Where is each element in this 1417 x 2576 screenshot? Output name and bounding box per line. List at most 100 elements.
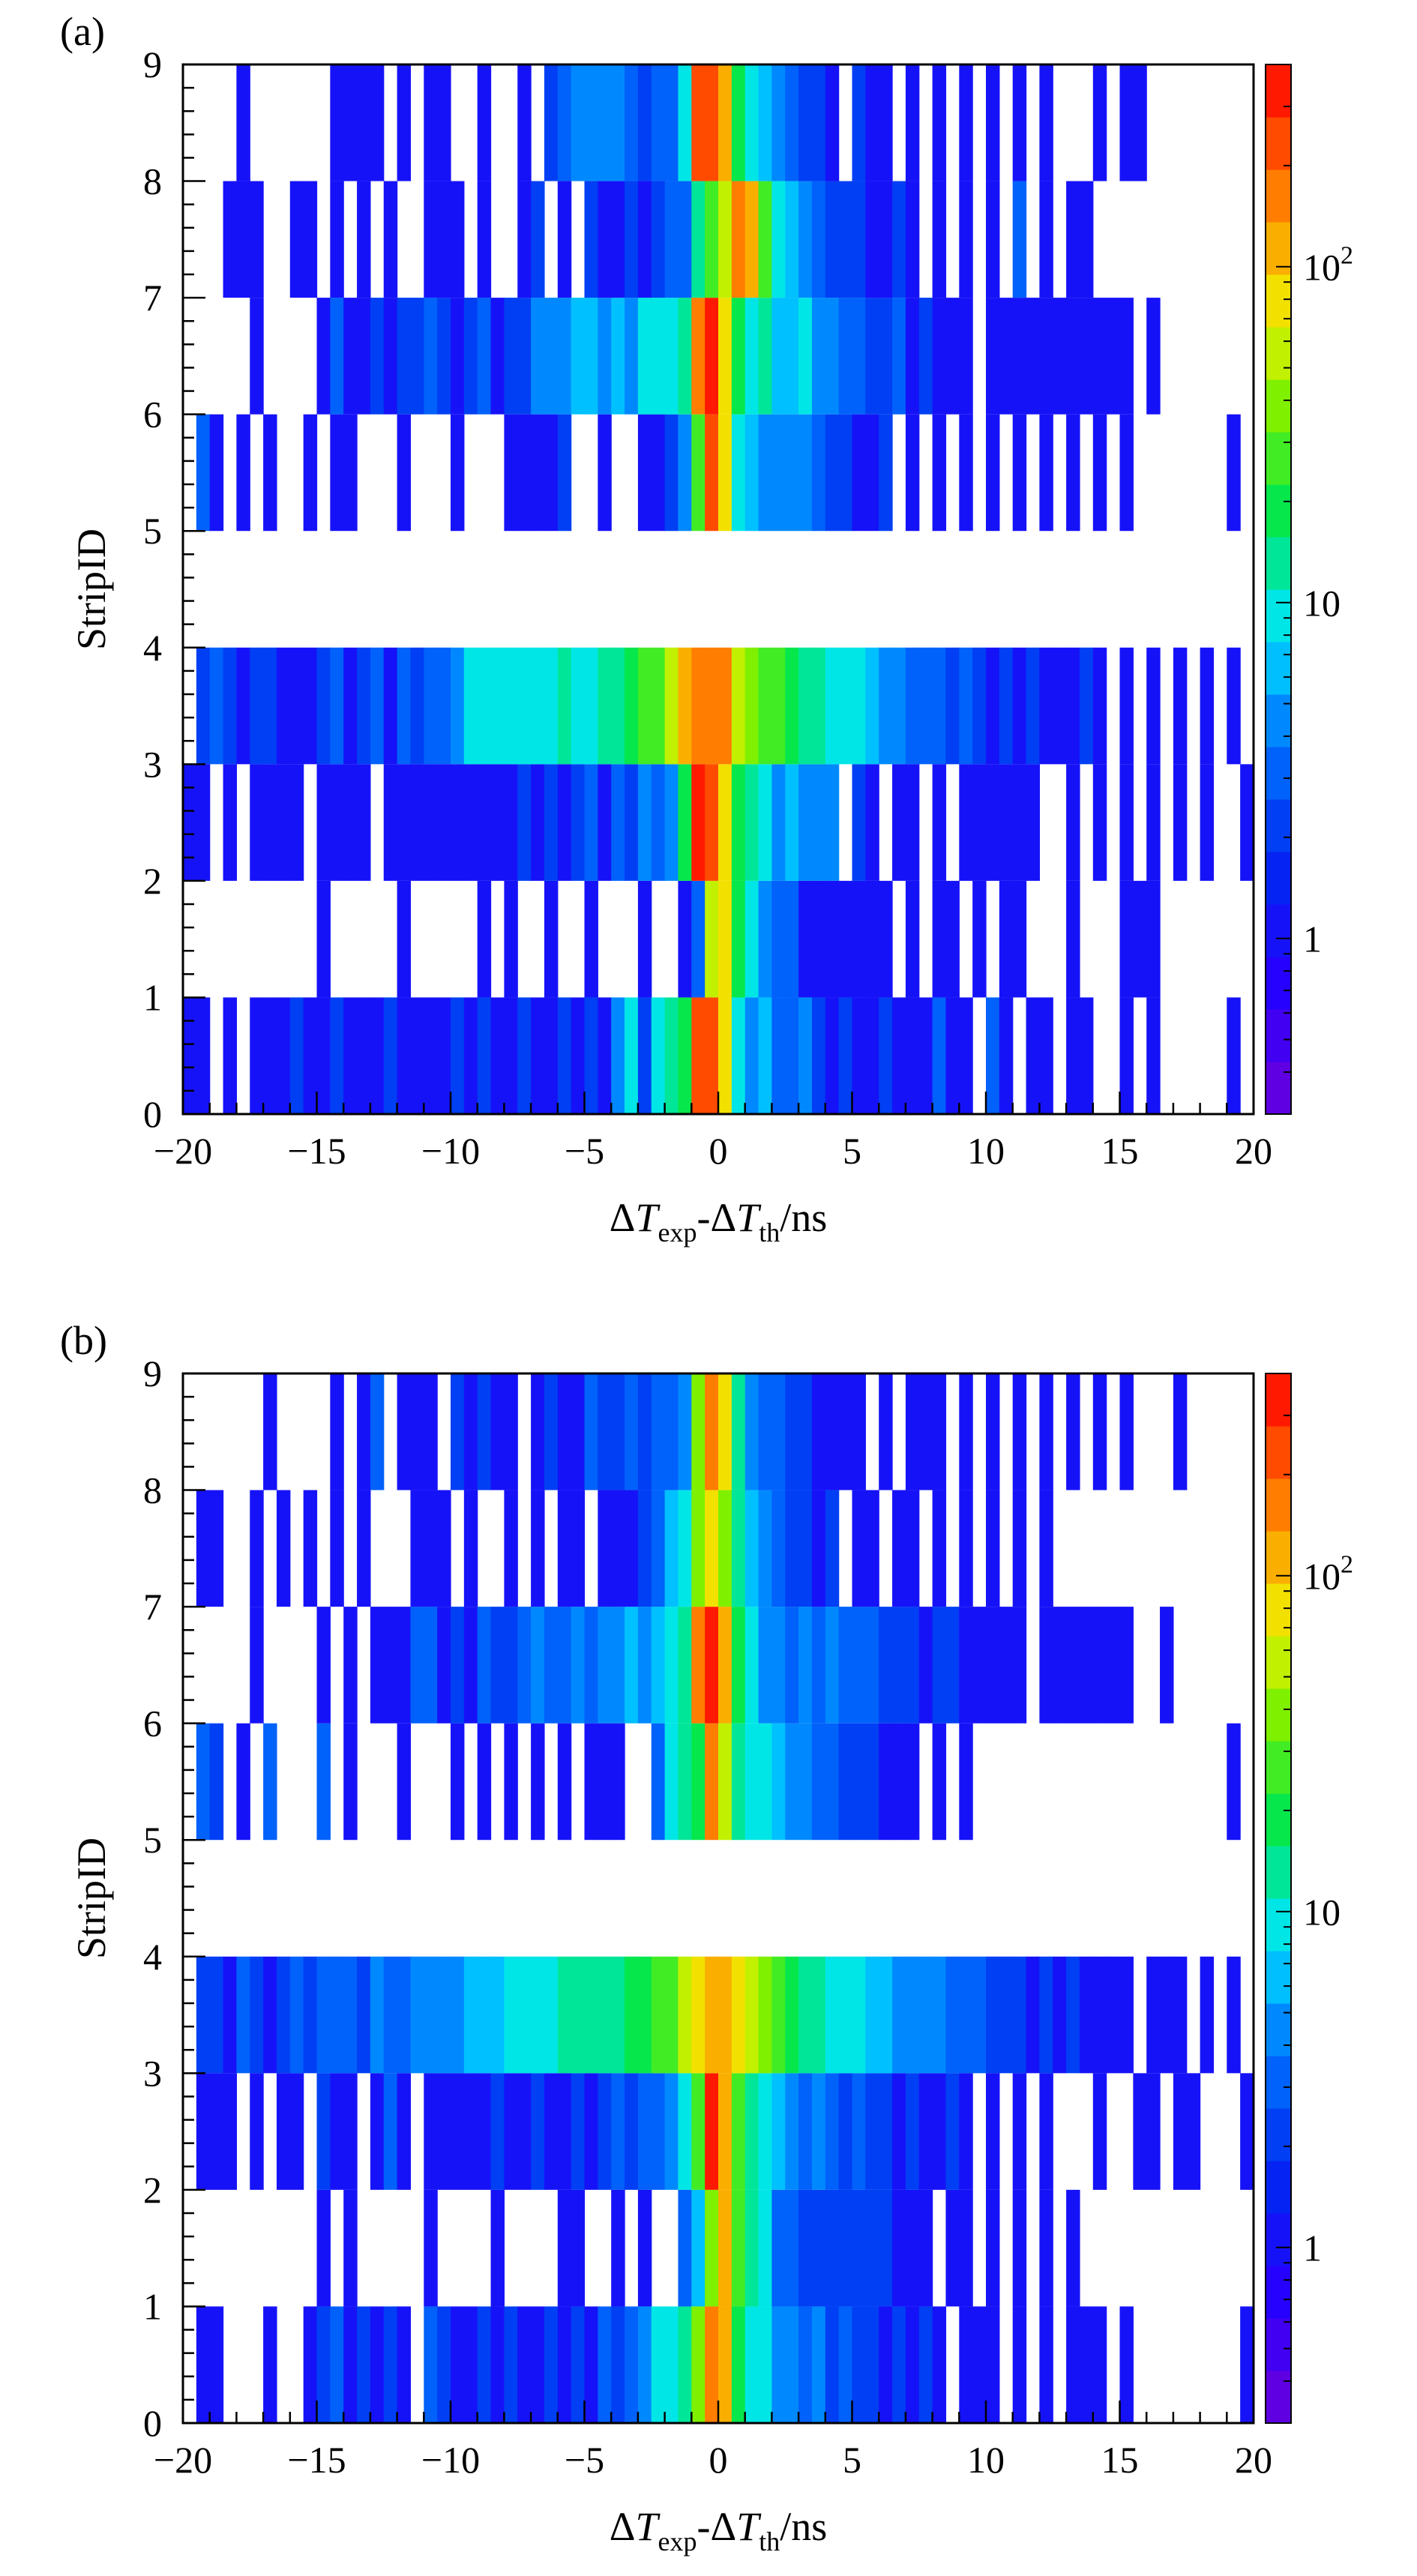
heatmap-cell <box>785 880 799 998</box>
heatmap-cell <box>758 64 772 181</box>
heatmap-cell <box>343 1723 358 1841</box>
heatmap-cell <box>865 2306 879 2423</box>
x-tick-label: −20 <box>154 2439 212 2481</box>
heatmap-cell <box>865 1723 879 1841</box>
heatmap-cell <box>758 1723 772 1841</box>
heatmap-cell <box>705 1373 719 1490</box>
heatmap-cell <box>463 2073 478 2190</box>
heatmap-cell <box>664 298 679 415</box>
colorbar-tick-base: 1 <box>1303 2227 1322 2269</box>
heatmap-cell <box>1106 1607 1121 1724</box>
heatmap-cell <box>263 414 277 532</box>
heatmap-cell <box>557 1956 572 2074</box>
heatmap-cell <box>691 880 706 998</box>
heatmap-cell <box>1066 880 1080 998</box>
heatmap-cell <box>571 64 586 181</box>
heatmap-cell <box>986 64 1000 181</box>
heatmap-cell <box>1119 880 1134 998</box>
heatmap-cell <box>1066 298 1080 415</box>
heatmap-cell <box>852 997 866 1114</box>
y-tick-label: 4 <box>143 1936 162 1978</box>
heatmap-cell <box>771 1607 786 1724</box>
heatmap-cell <box>838 414 853 532</box>
heatmap-cell <box>918 298 933 415</box>
heatmap-cell <box>330 298 344 415</box>
heatmap-cell <box>383 1607 398 1724</box>
heatmap-cell <box>437 2073 451 2190</box>
heatmap-cell <box>410 298 424 415</box>
heatmap-cell <box>557 64 572 181</box>
heatmap-cell <box>477 2073 492 2190</box>
heatmap-cell <box>959 64 973 181</box>
heatmap-cell <box>825 647 840 765</box>
heatmap-cell <box>905 2306 920 2423</box>
heatmap-cell <box>825 1607 840 1724</box>
heatmap-cell <box>223 997 237 1114</box>
y-tick-label: 9 <box>143 1352 162 1394</box>
heatmap-cell <box>664 764 679 881</box>
y-tick-label: 0 <box>143 1093 162 1135</box>
heatmap-cell <box>370 1607 385 1724</box>
heatmap-cell <box>731 880 746 998</box>
heatmap-cell <box>1106 1956 1121 2074</box>
heatmap-cell <box>477 764 492 881</box>
heatmap-cell <box>531 2073 545 2190</box>
heatmap-cell <box>986 181 1000 298</box>
colorbar-band <box>1266 957 1291 1010</box>
heatmap-cell <box>705 880 719 998</box>
heatmap-cell <box>289 997 304 1114</box>
heatmap-cell <box>598 997 612 1114</box>
colorbar-band <box>1266 694 1291 747</box>
heatmap-cell <box>1039 1607 1053 1724</box>
y-axis-label: StripID <box>69 529 114 650</box>
colorbar-band <box>1266 432 1291 485</box>
heatmap-cell <box>236 647 250 765</box>
heatmap-cell <box>905 1956 920 2074</box>
heatmap-cell <box>744 2189 759 2307</box>
heatmap-cell <box>557 298 572 415</box>
heatmap-cell <box>330 1490 344 1607</box>
heatmap-cell <box>343 997 358 1114</box>
heatmap-cell <box>531 1607 545 1724</box>
heatmap-cell <box>504 298 518 415</box>
heatmap-cell <box>598 1607 612 1724</box>
heatmap-cell <box>463 1373 478 1490</box>
colorbar-tick-base: 1 <box>1303 918 1322 960</box>
heatmap-cell <box>852 1490 866 1607</box>
x-label-dash: - <box>697 1195 710 1240</box>
heatmap-cell <box>424 64 438 181</box>
heatmap-cell <box>758 1956 772 2074</box>
colorbar-band <box>1266 117 1291 170</box>
heatmap-cell <box>598 414 612 532</box>
heatmap-cell <box>437 181 451 298</box>
heatmap-cell <box>852 647 866 765</box>
heatmap-cell <box>330 647 344 765</box>
heatmap-cell <box>959 1373 973 1490</box>
heatmap-cell <box>383 181 398 298</box>
heatmap-cell <box>705 1956 719 2074</box>
heatmap-cell <box>664 181 679 298</box>
heatmap-cell <box>731 181 746 298</box>
heatmap-cell <box>691 298 706 415</box>
heatmap-cell <box>744 647 759 765</box>
colorbar-tick-label: 102 <box>1303 242 1353 289</box>
heatmap-cell <box>1039 1373 1053 1490</box>
heatmap-cell <box>785 181 799 298</box>
heatmap-cell <box>691 414 706 532</box>
heatmap-cell <box>504 880 518 998</box>
heatmap-cell <box>504 647 518 765</box>
heatmap-cell <box>959 181 973 298</box>
colorbar-band <box>1266 1478 1291 1532</box>
heatmap-cell <box>718 647 732 765</box>
colorbar-tick-label: 1 <box>1303 2227 1322 2269</box>
heatmap-cell <box>1066 764 1080 881</box>
heatmap-cell <box>1092 2073 1107 2190</box>
heatmap-cell <box>986 764 1000 881</box>
heatmap-cell <box>598 647 612 765</box>
heatmap-cell <box>1227 1723 1241 1841</box>
heatmap-cell <box>879 64 893 181</box>
heatmap-cell <box>451 2306 465 2423</box>
x-tick-label: 0 <box>709 1130 728 1172</box>
heatmap-cell <box>718 298 732 415</box>
heatmap-cell <box>383 1956 398 2074</box>
